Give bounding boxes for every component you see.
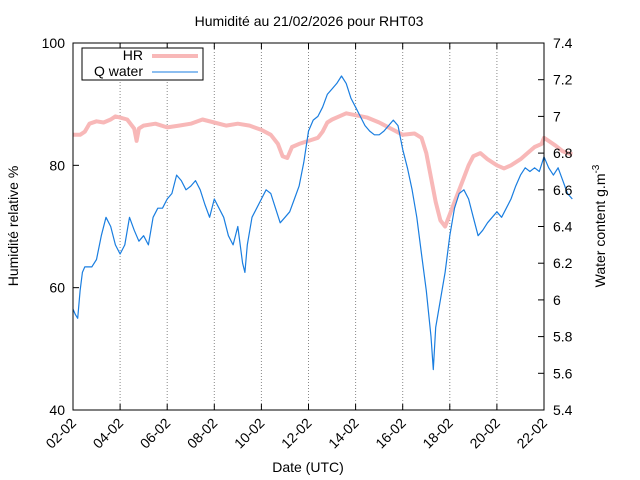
x-tick-label: 10-02 <box>231 415 268 452</box>
x-tick-label: 06-02 <box>137 415 174 452</box>
series-layer <box>72 75 573 371</box>
y2-tick-label: 7.4 <box>553 35 573 51</box>
y2-axis-label-sup: -3 <box>591 164 602 173</box>
series-line-hr <box>73 111 573 229</box>
legend-label-q-water: Q water <box>94 63 143 79</box>
x-tick-label: 02-02 <box>42 415 79 452</box>
y2-tick-label: 6.8 <box>553 145 573 161</box>
x-tick-label: 14-02 <box>325 415 362 452</box>
y2-tick-label: 6.6 <box>553 182 573 198</box>
x-tick-label: 08-02 <box>184 415 221 452</box>
y2-tick-label: 7.2 <box>553 72 573 88</box>
x-tick-label: 18-02 <box>419 415 456 452</box>
y2-tick-label: 5.8 <box>553 329 573 345</box>
y2-tick-label: 5.4 <box>553 402 573 418</box>
y2-tick-label: 6 <box>553 292 561 308</box>
y2-axis-label: Water content g.m-3 <box>591 164 608 287</box>
y-axis-right: 5.4 5.6 5.8 6 6.2 6.4 6.6 6.8 7 7.2 7.4 <box>538 35 573 418</box>
grid-lines <box>119 43 498 410</box>
legend: HR Q water <box>81 47 204 81</box>
y2-tick-label: 5.6 <box>553 365 573 381</box>
y-tick-label: 80 <box>49 157 65 173</box>
y-axis-left: 40 60 80 100 <box>42 35 79 418</box>
series-line-q-water <box>72 75 573 371</box>
x-tick-label: 16-02 <box>372 415 409 452</box>
y-tick-label: 60 <box>49 280 65 296</box>
x-tick-label: 20-02 <box>466 415 503 452</box>
x-axis: 02-02 04-02 06-02 08-02 10-02 12-02 14-02 16-02… <box>42 43 550 451</box>
y-axis-label: Humidité relative % <box>5 166 21 287</box>
chart-title: Humidité au 21/02/2026 pour RHT03 <box>195 13 424 29</box>
x-tick-label: 12-02 <box>278 415 315 452</box>
y2-axis-label-base: Water content g.m <box>592 174 608 288</box>
y2-tick-label: 6.2 <box>553 255 573 271</box>
legend-label-hr: HR <box>123 47 143 63</box>
y-tick-label: 40 <box>49 402 65 418</box>
legend-box <box>81 47 204 81</box>
y2-tick-label: 6.4 <box>553 219 573 235</box>
y-tick-label: 100 <box>42 35 66 51</box>
x-tick-label: 04-02 <box>90 415 127 452</box>
x-axis-label: Date (UTC) <box>272 459 344 475</box>
x-tick-label: 22-02 <box>513 415 550 452</box>
y2-tick-label: 7 <box>553 108 561 124</box>
